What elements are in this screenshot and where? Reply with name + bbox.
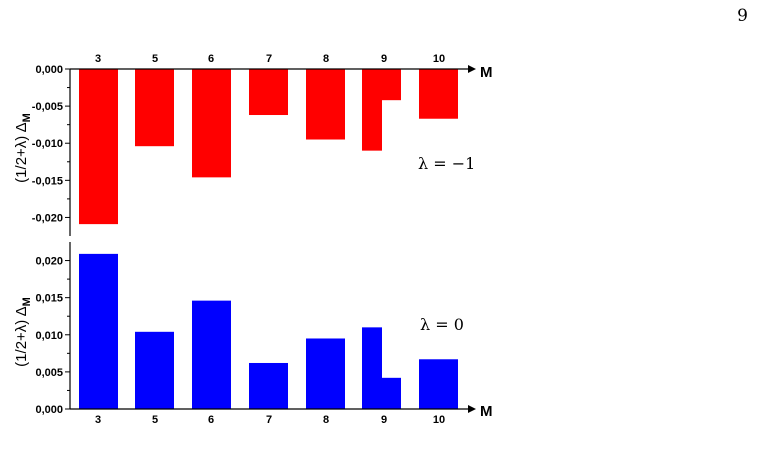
bar-3-0	[79, 253, 118, 409]
y-axis-label-main: (1/2+λ) Δ	[13, 306, 30, 366]
bar-9-6	[382, 69, 401, 101]
y-axis-label-subscript: M	[21, 297, 33, 306]
category-label-7: 7	[266, 414, 272, 426]
y-tick-label: -0,020	[32, 212, 63, 224]
x-axis-arrow	[468, 405, 476, 413]
bar-3-0	[79, 69, 118, 225]
y-tick-label: 0,015	[35, 293, 63, 305]
category-label-7: 7	[266, 53, 272, 65]
y-tick-label: 0,005	[35, 367, 63, 379]
x-axis-arrow	[468, 65, 476, 73]
bar-5-1	[135, 331, 174, 409]
y-tick-label: 0,010	[35, 330, 63, 342]
category-label-6: 6	[208, 53, 214, 65]
y-axis-label-subscript: M	[21, 113, 33, 122]
x-axis-label: M	[480, 403, 493, 420]
category-label-3: 3	[95, 53, 101, 65]
category-label-9: 9	[381, 414, 387, 426]
page-number: 9	[737, 6, 748, 26]
category-label-10: 10	[433, 53, 445, 65]
bar-8-4	[306, 69, 345, 140]
category-label-8: 8	[323, 53, 329, 65]
bar-7-3	[249, 362, 288, 409]
y-tick-label: 0,000	[35, 404, 63, 416]
bar-10-7	[419, 359, 458, 409]
bar-7-3	[249, 69, 288, 116]
x-axis-label: M	[480, 64, 493, 81]
y-tick-label: -0,015	[32, 175, 63, 187]
bar-6-2	[192, 300, 231, 409]
category-label-9: 9	[381, 53, 387, 65]
category-label-5: 5	[152, 414, 158, 426]
bar-9-6	[382, 377, 401, 409]
category-label-8: 8	[323, 414, 329, 426]
bar-9-5	[362, 69, 382, 151]
y-axis-label: (1/2+λ) ΔM	[13, 113, 33, 183]
bar-6-2	[192, 69, 231, 178]
bar-8-4	[306, 338, 345, 409]
y-tick-label: 0,020	[35, 256, 63, 268]
lambda-annotation: λ = 0	[420, 315, 464, 334]
y-tick-label: -0,005	[32, 101, 63, 113]
category-label-5: 5	[152, 53, 158, 65]
category-label-10: 10	[433, 414, 445, 426]
y-tick-label: 0,000	[35, 64, 63, 76]
bar-5-1	[135, 69, 174, 147]
y-axis-label-main: (1/2+λ) Δ	[13, 122, 30, 182]
bar-9-5	[362, 327, 382, 409]
y-tick-label: -0,010	[32, 138, 63, 150]
category-label-6: 6	[208, 414, 214, 426]
lambda-annotation: λ = −1	[418, 154, 475, 173]
bar-10-7	[419, 69, 458, 119]
category-label-3: 3	[95, 414, 101, 426]
y-axis-label: (1/2+λ) ΔM	[13, 297, 33, 367]
